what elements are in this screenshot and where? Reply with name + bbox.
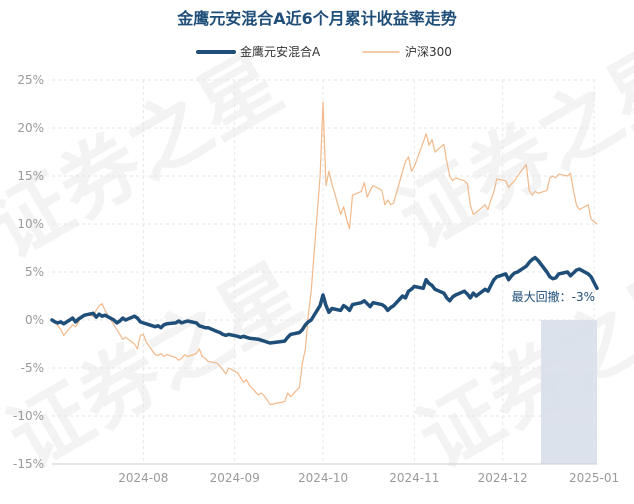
y-tick-label: -5% (21, 361, 44, 375)
y-tick-label: -10% (13, 409, 44, 423)
y-tick-label: 20% (17, 121, 44, 135)
series-line-benchmark (51, 101, 598, 406)
drawdown-label: 最大回撤：-3% (512, 289, 595, 304)
watermark-text: 证券之星 (0, 36, 297, 277)
y-tick-label: 5% (25, 265, 44, 279)
x-tick-label: 2025-01 (569, 471, 619, 485)
watermark-text: 证券之星 (383, 26, 634, 267)
legend-label-fund: 金鹰元安混合A (240, 44, 321, 59)
y-tick-label: 25% (17, 73, 44, 87)
y-tick-label: 10% (17, 217, 44, 231)
x-tick-label: 2024-10 (298, 471, 348, 485)
watermark-text: 证券之星 (0, 246, 317, 487)
watermark-text: 证券之星 (403, 246, 634, 487)
series-line-fund (50, 255, 599, 345)
drawdown-area (541, 320, 597, 464)
x-tick-label: 2024-09 (210, 471, 260, 485)
y-tick-label: 15% (17, 169, 44, 183)
chart-title: 金鹰元安混合A近6个月累计收益率走势 (176, 9, 457, 28)
legend-label-benchmark: 沪深300 (405, 45, 452, 59)
x-tick-label: 2024-12 (478, 471, 528, 485)
x-tick-label: 2024-11 (389, 471, 439, 485)
y-tick-label: -15% (13, 457, 44, 471)
y-tick-label: 0% (25, 313, 44, 327)
x-tick-label: 2024-08 (118, 471, 168, 485)
